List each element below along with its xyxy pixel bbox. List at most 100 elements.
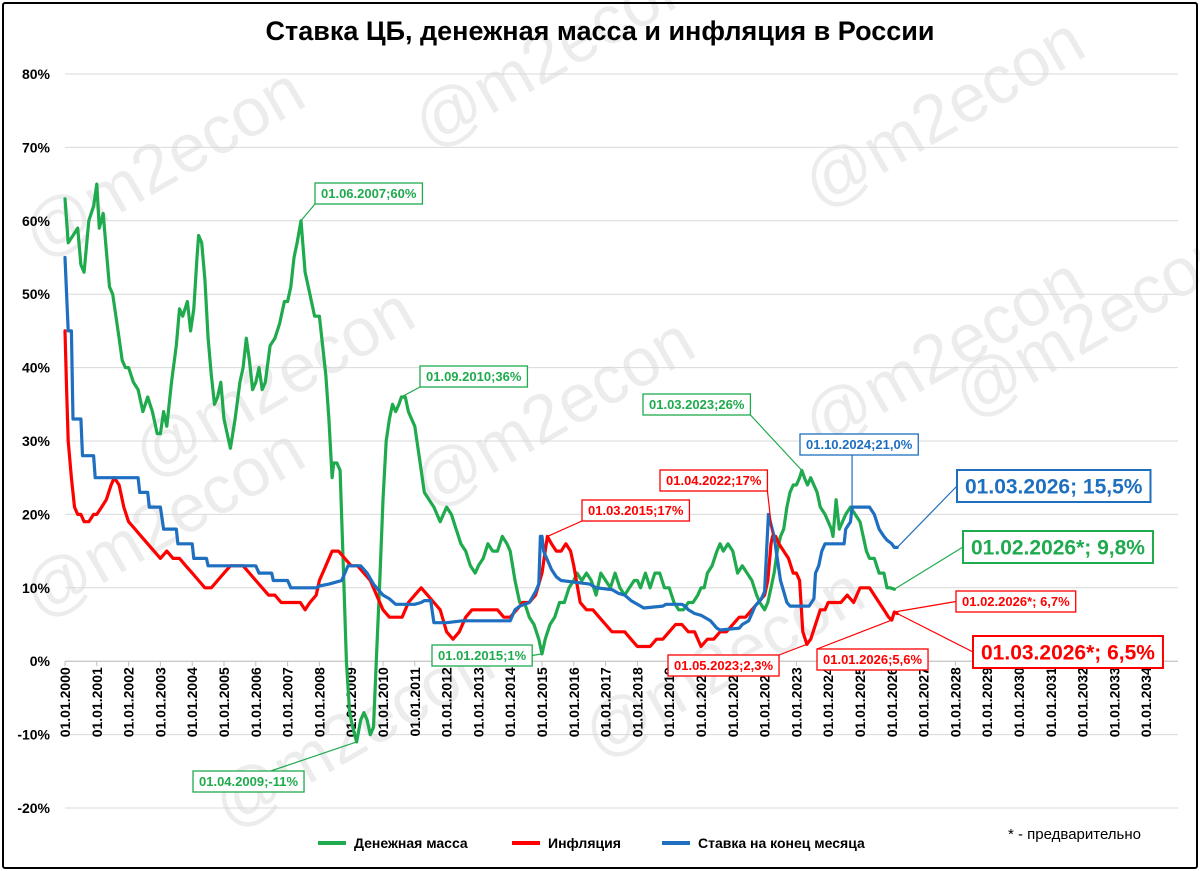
x-tick-label: 01.01.2016 bbox=[566, 667, 582, 737]
annotation-box bbox=[419, 365, 529, 388]
annotation-leader bbox=[270, 741, 357, 772]
annotation-label: 01.02.2026*; 6,7% bbox=[962, 594, 1070, 609]
annotation-label: 01.02.2026*; 9,8% bbox=[971, 537, 1145, 560]
annotation-leader bbox=[300, 203, 316, 222]
x-tick-label: 01.01.2007 bbox=[280, 667, 296, 737]
annotation-leader bbox=[894, 600, 957, 613]
annotation-box bbox=[955, 590, 1077, 613]
y-tick-label: 50% bbox=[22, 286, 51, 302]
x-tick-label: 01.01.2015 bbox=[534, 667, 550, 737]
annotation-label: 01.06.2007;60% bbox=[321, 186, 417, 201]
annotation-leader bbox=[766, 490, 774, 537]
x-tick-label: 01.01.2010 bbox=[375, 667, 391, 737]
x-tick-label: 01.01.2025 bbox=[852, 667, 868, 737]
x-tick-label: 01.01.2014 bbox=[502, 667, 518, 737]
annotation-box bbox=[799, 433, 919, 456]
x-tick-label: 01.01.2024 bbox=[820, 667, 836, 737]
annotation-callout: 01.09.2010;36% bbox=[401, 365, 529, 398]
annotation-leader bbox=[749, 414, 803, 471]
annotation-leader bbox=[547, 520, 583, 537]
annotation-callout: 01.03.2026*; 6,5% bbox=[896, 612, 1164, 669]
x-tick-label: 01.01.2004 bbox=[184, 667, 200, 737]
y-tick-label: -20% bbox=[17, 800, 50, 816]
annotation-box bbox=[667, 654, 780, 677]
x-tick-label: 01.01.2002 bbox=[121, 667, 137, 737]
legend: Денежная масса Инфляция Ставка на конец ме… bbox=[318, 835, 865, 851]
footnote: * - предварительно bbox=[1008, 826, 1142, 843]
annotation-leader bbox=[896, 485, 958, 548]
x-tick-label: 01.01.2022 bbox=[757, 667, 773, 737]
y-tick-label: 80% bbox=[22, 66, 51, 82]
annotation-label: 01.03.2023;26% bbox=[649, 397, 745, 412]
y-tick-label: 20% bbox=[22, 506, 51, 522]
x-tick-label: 01.01.2000 bbox=[57, 667, 73, 737]
y-tick-label: 70% bbox=[22, 139, 51, 155]
annotation-label: 01.04.2009;-11% bbox=[199, 774, 298, 789]
annotation-label: 01.03.2026*; 6,5% bbox=[981, 642, 1155, 665]
x-tick-label: 01.01.2003 bbox=[152, 667, 168, 737]
x-tick-label: 01.01.2012 bbox=[439, 667, 455, 737]
chart-title: Ставка ЦБ, денежная масса и инфляция в Р… bbox=[265, 16, 935, 46]
annotation-box bbox=[581, 499, 691, 522]
annotation-callout: 01.05.2023;2,3% bbox=[667, 643, 808, 677]
annotation-callout: 01.06.2007;60% bbox=[300, 182, 424, 222]
annotation-leader bbox=[816, 619, 893, 650]
annotation-callout: 01.03.2023;26% bbox=[642, 393, 803, 471]
annotation-callout: 01.01.2015;1% bbox=[431, 644, 543, 667]
annotation-leader bbox=[778, 643, 808, 656]
series-line-money-supply bbox=[63, 182, 896, 744]
annotation-box bbox=[642, 393, 752, 416]
annotation-label: 01.10.2024;21,0% bbox=[806, 437, 913, 452]
legend-label-key-rate: Ставка на конец месяца bbox=[698, 835, 865, 851]
watermark-text: @m2econ bbox=[400, 0, 707, 163]
annotation-callout: 01.10.2024;21,0% bbox=[799, 433, 919, 508]
y-tick-label: 40% bbox=[22, 360, 51, 376]
annotation-callout: 01.04.2022;17% bbox=[659, 469, 774, 537]
x-tick-label: 01.01.2026 bbox=[884, 667, 900, 737]
x-tick-label: 01.01.2013 bbox=[470, 667, 486, 737]
annotation-box bbox=[431, 644, 533, 667]
annotation-label: 01.09.2010;36% bbox=[426, 369, 522, 384]
x-tick-label: 01.01.2032 bbox=[1075, 667, 1091, 737]
annotation-box bbox=[192, 770, 305, 793]
x-tick-label: 01.01.2008 bbox=[311, 667, 327, 737]
x-tick-label: 01.01.2018 bbox=[629, 667, 645, 737]
watermark-text: @m2econ bbox=[790, 2, 1097, 223]
x-tick-label: 01.01.2006 bbox=[248, 667, 264, 737]
annotation-label: 01.01.2026;5,6% bbox=[823, 652, 922, 667]
annotation-callout: 01.01.2026;5,6% bbox=[816, 619, 929, 671]
y-tick-label: 60% bbox=[22, 213, 51, 229]
annotation-leader bbox=[896, 612, 974, 653]
x-tick-label: 01.01.2027 bbox=[916, 667, 932, 737]
annotation-leader bbox=[532, 653, 543, 657]
watermark-text: @m2econ bbox=[10, 52, 317, 273]
annotation-callout: 01.02.2026*; 6,7% bbox=[894, 590, 1077, 613]
annotation-box bbox=[972, 635, 1164, 669]
annotation-label: 01.04.2022;17% bbox=[666, 473, 762, 488]
annotation-box bbox=[816, 648, 929, 671]
x-tick-label: 01.01.2028 bbox=[947, 667, 963, 737]
x-tick-label: 01.01.2029 bbox=[979, 667, 995, 737]
annotation-label: 01.03.2026; 15,5% bbox=[965, 476, 1143, 499]
annotation-callout: 01.04.2009;-11% bbox=[192, 741, 357, 793]
x-tick-label: 01.01.2021 bbox=[725, 667, 741, 737]
annotation-label: 01.03.2015;17% bbox=[588, 503, 684, 518]
y-tick-label: 30% bbox=[22, 433, 51, 449]
annotation-label: 01.05.2023;2,3% bbox=[674, 658, 773, 673]
x-tick-label: 01.01.2017 bbox=[598, 667, 614, 737]
annotation-box bbox=[962, 530, 1154, 564]
annotation-leader bbox=[894, 546, 964, 590]
x-tick-label: 01.01.2019 bbox=[661, 667, 677, 737]
annotation-box bbox=[659, 469, 769, 492]
legend-label-money-supply: Денежная масса bbox=[354, 835, 468, 851]
y-tick-label: -10% bbox=[17, 727, 50, 743]
x-tick-label: 01.01.2030 bbox=[1011, 667, 1027, 737]
annotation-box bbox=[314, 182, 424, 205]
x-tick-label: 01.01.2034 bbox=[1138, 667, 1154, 737]
x-tick-label: 01.01.2023 bbox=[788, 667, 804, 737]
y-tick-label: 10% bbox=[22, 580, 51, 596]
x-tick-label: 01.01.2005 bbox=[216, 667, 232, 737]
series-line-key-rate bbox=[63, 255, 899, 632]
